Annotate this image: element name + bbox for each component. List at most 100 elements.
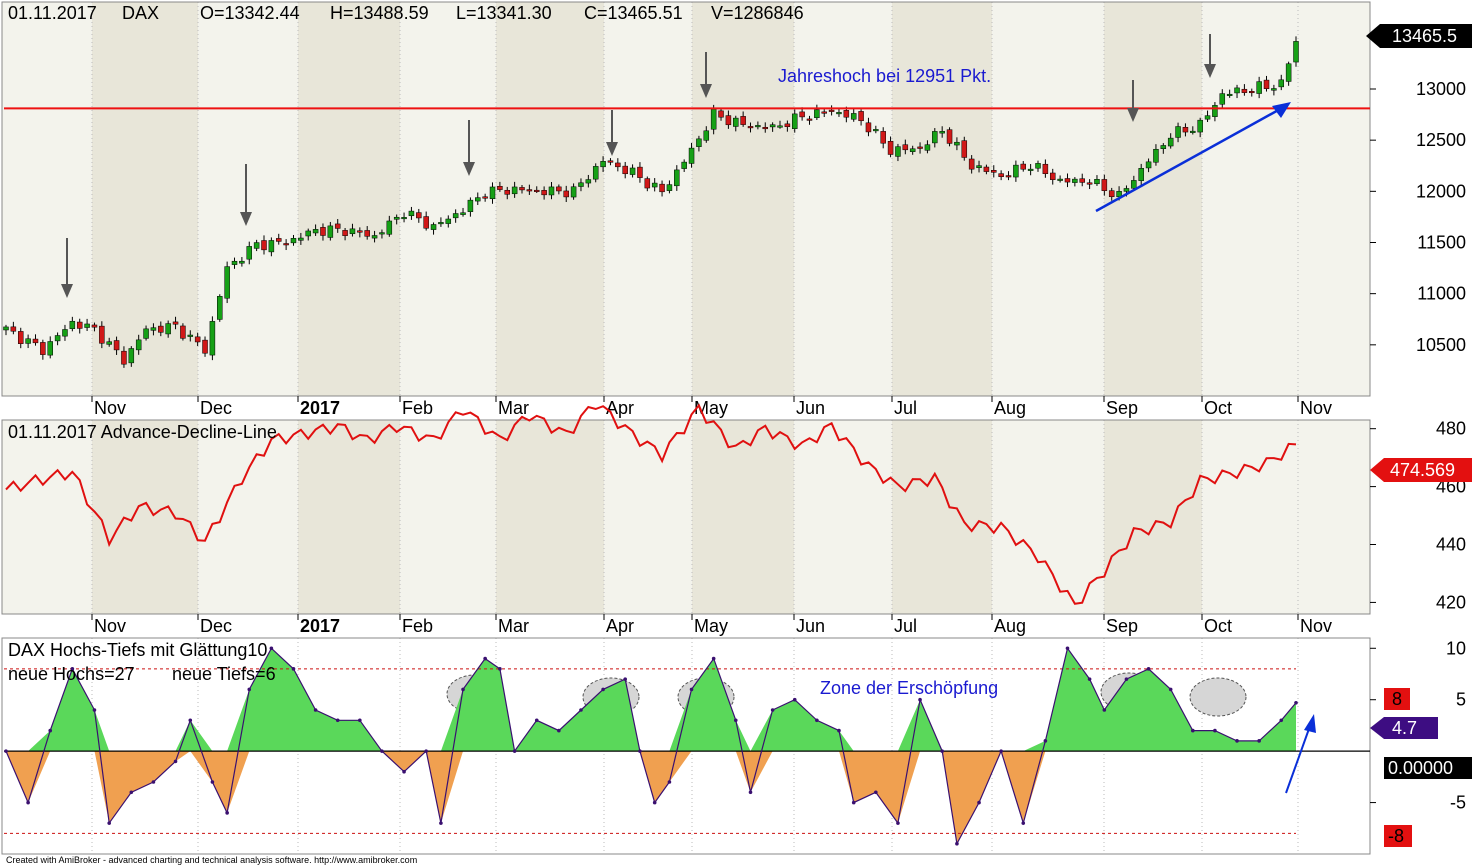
candle-body	[349, 228, 356, 235]
oscillator-point	[601, 687, 605, 692]
candle-body	[209, 321, 216, 356]
candle-body	[578, 182, 584, 187]
oscillator-point	[652, 800, 657, 805]
oscillator-point	[1235, 739, 1239, 743]
trend-arrow-line	[1095, 106, 1283, 213]
oscillator-point	[1043, 739, 1048, 743]
candle-body	[290, 238, 297, 244]
candle-body	[519, 187, 525, 191]
month-band	[692, 2, 794, 396]
oscillator-point	[918, 697, 922, 702]
oscillator-point	[402, 769, 406, 774]
oscillator-point	[733, 718, 738, 723]
candle-body	[393, 216, 400, 220]
month-label: 2017	[300, 398, 340, 418]
y-tick-label: 10500	[1416, 335, 1466, 355]
new-highs-label: neue Hochs=27	[8, 664, 135, 684]
candle-body	[961, 140, 968, 158]
month-label: Jul	[894, 616, 917, 636]
oscillator-point	[851, 800, 856, 805]
candle-body	[968, 158, 975, 170]
candle-body	[799, 111, 805, 118]
month-label: Apr	[606, 398, 634, 418]
candle-body	[909, 148, 916, 152]
month-label: May	[694, 616, 728, 636]
oscillator-point	[247, 687, 252, 692]
candle-body	[305, 230, 311, 237]
candle-body	[659, 183, 665, 193]
candle-body	[666, 184, 673, 191]
oscillator-point	[225, 811, 229, 815]
candle-body	[386, 220, 393, 235]
new-lows-label: neue Tiefs=6	[172, 664, 276, 684]
candle-body	[1293, 41, 1299, 63]
down-arrow-head	[700, 84, 712, 98]
candle-body	[1241, 88, 1248, 93]
month-label: Feb	[402, 398, 433, 418]
month-label: Sep	[1106, 398, 1138, 418]
candle-body	[585, 179, 592, 184]
oscillator-point	[940, 749, 944, 753]
oscillator-point	[188, 718, 193, 723]
candle-body	[1108, 190, 1115, 198]
candle-body	[452, 213, 459, 219]
y-tick-label: 12500	[1416, 130, 1466, 150]
month-label: Jun	[796, 398, 825, 418]
oscillator-point	[638, 749, 642, 753]
candle-body	[40, 342, 46, 355]
down-arrow-head	[1204, 64, 1216, 78]
oscillator-point	[1257, 739, 1261, 743]
month-band	[496, 2, 604, 396]
oscillator-point	[26, 800, 30, 805]
candle-body	[563, 190, 569, 198]
candle-body	[445, 218, 452, 224]
candle-body	[791, 113, 798, 129]
candle-body	[150, 327, 157, 331]
candle-body	[946, 129, 953, 144]
oscillator-point	[792, 697, 797, 702]
candle-body	[423, 216, 429, 229]
candle-body	[755, 125, 761, 128]
annotation-exhaustion: Zone der Erschöpfung	[820, 678, 998, 698]
oscillator-point	[1124, 677, 1129, 681]
header-open: O=13342.44	[200, 3, 300, 23]
candle-body	[275, 238, 282, 242]
candle-body	[1138, 168, 1144, 181]
axis-bg	[1370, 2, 1472, 854]
candle-body	[1042, 163, 1049, 174]
candle-body	[1079, 178, 1085, 183]
oscillator-point	[534, 718, 539, 723]
candle-body	[1064, 178, 1071, 183]
down-arrow-head	[1127, 108, 1139, 122]
lower-threshold-label: -8	[1388, 826, 1404, 846]
candle-body	[681, 161, 687, 169]
candle-body	[1285, 63, 1292, 82]
candle-body	[379, 232, 385, 235]
candle-body	[644, 178, 651, 189]
candle-body	[607, 160, 614, 163]
candle-body	[1057, 178, 1063, 181]
oscillator-point	[358, 718, 362, 723]
month-label: Aug	[994, 398, 1026, 418]
upper-threshold-badge	[1384, 688, 1410, 710]
month-band	[298, 2, 400, 396]
candle-body	[954, 141, 960, 146]
oscillator-point	[70, 667, 75, 671]
oscillator-point	[748, 790, 753, 795]
candle-body	[637, 166, 643, 178]
month-band	[692, 420, 794, 614]
candle-body	[541, 190, 547, 196]
candle-body	[3, 326, 9, 331]
candle-body	[615, 162, 621, 168]
candle-body	[54, 335, 61, 342]
month-label: Nov	[1300, 616, 1332, 636]
oscillator-point	[557, 728, 561, 733]
candle-body	[998, 173, 1004, 177]
month-label: Dec	[200, 398, 232, 418]
month-label: Mar	[498, 398, 529, 418]
month-label: Apr	[606, 616, 634, 636]
down-arrow-head	[240, 212, 252, 226]
oscillator-point	[1191, 728, 1195, 733]
